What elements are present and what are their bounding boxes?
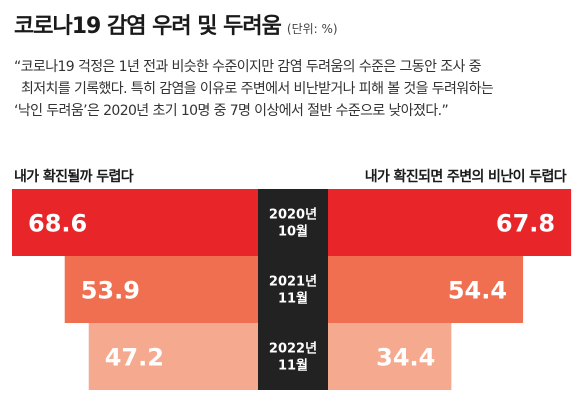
chart-title: 코로나19 감염 우려 및 두려움 (단위: %): [14, 8, 338, 40]
title-text: 코로나19 감염 우려 및 두려움: [14, 14, 282, 39]
category-label: 10월: [278, 224, 308, 240]
center-column: [258, 189, 328, 390]
unit-label: (단위: %): [286, 22, 338, 36]
right-value-label: 67.8: [496, 210, 555, 238]
right-bar: [328, 323, 452, 390]
quote-line: “코로나19 걱정은 1년 전과 비슷한 수준이지만 감염 두려움의 수준은 그…: [14, 59, 481, 75]
category-label: 2020년: [269, 208, 317, 223]
left-value-label: 47.2: [105, 344, 164, 372]
right-value-label: 34.4: [376, 344, 435, 372]
quote-line: ‘낙인 두려움’은 2020년 초기 10명 중 7명 이상에서 절반 수준으로…: [14, 103, 449, 119]
right-series-label: 내가 확진되면 주변의 비난이 두렵다: [364, 169, 567, 185]
category-label: 2021년: [269, 275, 317, 290]
category-label: 2022년: [269, 342, 317, 357]
quote-text: “코로나19 걱정은 1년 전과 비슷한 수준이지만 감염 두려움의 수준은 그…: [14, 56, 574, 122]
right-bar: [328, 256, 524, 323]
quote-line: 최저치를 기록했다. 특히 감염을 이유로 주변에서 비난받거나 피해 볼 것을…: [21, 81, 494, 97]
right-value-label: 54.4: [448, 277, 507, 305]
category-label: 11월: [278, 358, 308, 374]
left-bar: [64, 256, 258, 323]
left-value-label: 68.6: [28, 210, 87, 238]
left-bar: [88, 323, 258, 390]
left-value-label: 53.9: [81, 277, 140, 305]
right-bar: [328, 189, 572, 256]
category-label: 11월: [278, 291, 308, 307]
left-series-label: 내가 확진될까 두렵다: [14, 169, 134, 185]
left-bar: [12, 189, 258, 256]
